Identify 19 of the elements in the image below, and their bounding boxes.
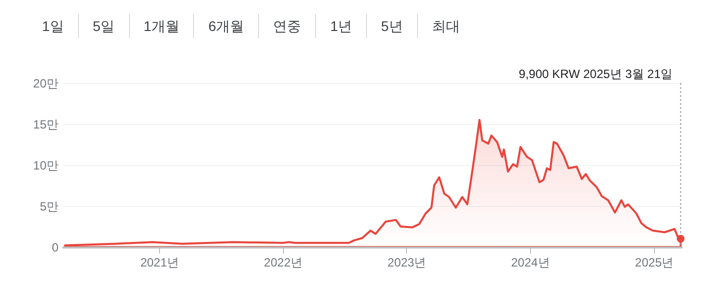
- text: 6개월: [193, 14, 258, 38]
- x-tick-label: 2021년: [140, 256, 180, 270]
- y-tick-label: 20만: [33, 76, 58, 90]
- x-tick-label: 2022년: [264, 256, 303, 270]
- y-tick-label: 5만: [40, 200, 58, 214]
- text: 연중: [258, 14, 316, 38]
- text: 1일: [41, 17, 65, 36]
- text: 1개월: [128, 14, 194, 38]
- x-tick-label: 2025년: [635, 256, 674, 270]
- ref-line-label: 9,900 KRW 2025년 3월 21일: [518, 67, 673, 81]
- text: 5일: [78, 14, 129, 38]
- text: 최대: [416, 14, 474, 38]
- text: 5년: [366, 14, 417, 38]
- text: 1년: [315, 14, 366, 38]
- y-tick-label: 10만: [33, 158, 58, 172]
- x-tick-label: 2023년: [388, 256, 426, 270]
- x-tick-label: 2024년: [511, 256, 550, 270]
- y-tick-label: 15만: [33, 118, 58, 132]
- y-tick-label: 0: [52, 240, 59, 254]
